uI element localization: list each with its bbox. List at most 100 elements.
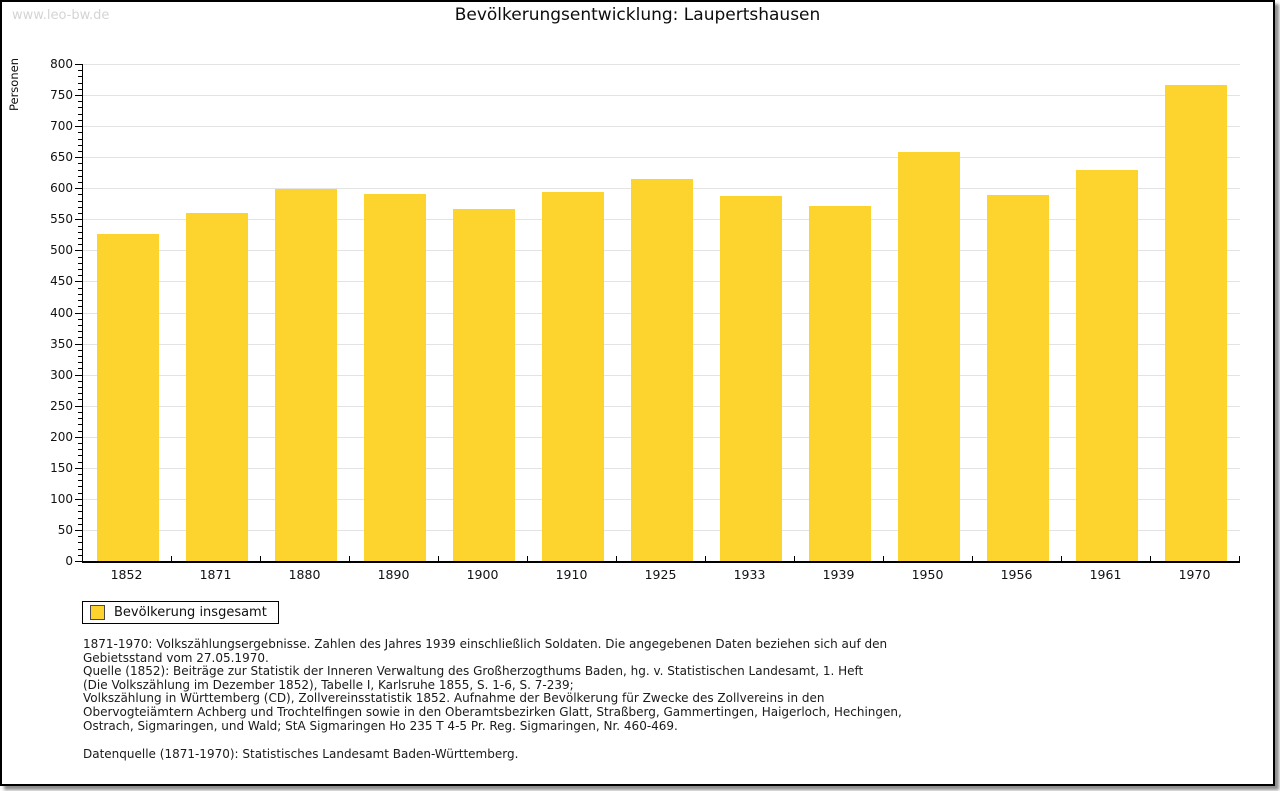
x-axis-tick (1239, 556, 1240, 561)
gridline (83, 157, 1240, 159)
plot-area (82, 64, 1240, 563)
y-axis-major-tick (75, 157, 82, 159)
y-tick-label: 350 (50, 336, 73, 351)
y-tick-label: 400 (50, 305, 73, 320)
footnote-line: Volkszählung in Württemberg (CD), Zollve… (83, 691, 825, 706)
x-axis-tick (527, 556, 528, 561)
y-axis-major-ticks (75, 64, 82, 563)
y-axis-major-tick (75, 250, 82, 252)
y-axis-major-tick (75, 64, 82, 65)
gridline (83, 126, 1240, 128)
y-axis-minor-tick (78, 511, 82, 513)
y-axis-minor-tick (78, 461, 82, 463)
y-tick-label: 100 (50, 491, 73, 506)
datasource-line: Datenquelle (1871-1970): Statistisches L… (83, 747, 519, 761)
y-axis-minor-tick (78, 337, 82, 339)
y-axis-minor-tick (78, 76, 82, 78)
y-axis-minor-tick (78, 542, 82, 544)
y-axis-major-tick (75, 281, 82, 283)
x-tick-label: 1852 (110, 567, 143, 582)
x-axis-tick (794, 556, 795, 561)
x-tick-label: 1900 (466, 567, 499, 582)
y-axis-major-tick (75, 95, 82, 97)
x-tick-label: 1871 (199, 567, 232, 582)
x-tick-label: 1970 (1178, 567, 1211, 582)
y-axis-minor-tick (78, 517, 82, 519)
bar-1961 (1075, 170, 1138, 561)
y-axis-minor-tick (78, 331, 82, 333)
y-axis-minor-tick (78, 256, 82, 258)
x-axis-tick (616, 556, 617, 561)
x-tick-label: 1956 (1000, 567, 1033, 582)
y-axis-minor-tick (78, 231, 82, 233)
y-axis-minor-tick (78, 393, 82, 395)
y-axis-major-tick (75, 343, 82, 345)
x-axis-tick (349, 556, 350, 561)
y-axis-minor-tick (78, 387, 82, 389)
bar-1950 (897, 152, 960, 561)
bar-1939 (808, 206, 871, 561)
y-axis-minor-tick (78, 101, 82, 103)
footnote-line: Quelle (1852): Beiträge zur Statistik de… (83, 664, 864, 679)
y-axis-minor-tick (78, 225, 82, 227)
y-tick-label: 0 (65, 554, 73, 568)
y-axis-minor-tick (78, 237, 82, 239)
y-axis-minor-tick (78, 70, 82, 72)
gridline (83, 64, 1240, 65)
y-tick-label: 700 (50, 119, 73, 134)
y-axis-major-tick (75, 126, 82, 128)
x-axis-tick (1150, 556, 1151, 561)
y-axis-minor-tick (78, 430, 82, 432)
y-tick-label: 300 (50, 367, 73, 382)
y-tick-label: 250 (50, 398, 73, 413)
x-axis-tick (883, 556, 884, 561)
y-axis-major-tick (75, 188, 82, 190)
x-tick-label: 1939 (822, 567, 855, 582)
y-axis-minor-tick (78, 293, 82, 295)
y-axis-major-tick (75, 467, 82, 469)
y-tick-label: 750 (50, 88, 73, 103)
watermark: www.leo-bw.de (12, 8, 110, 23)
y-axis-major-tick (75, 561, 82, 562)
y-axis-minor-tick (78, 163, 82, 165)
y-axis-minor-tick (78, 213, 82, 215)
bar-1956 (986, 195, 1049, 561)
footnote-line: Obervogteiämtern Achberg und Trochtelfin… (83, 704, 902, 719)
y-axis-minor-tick (78, 107, 82, 109)
x-axis-tick (171, 556, 172, 561)
chart-title: Bevölkerungsentwicklung: Laupertshausen (454, 5, 821, 25)
y-axis-minor-tick (78, 411, 82, 413)
x-axis-tick (705, 556, 706, 561)
y-axis-minor-tick (78, 318, 82, 320)
y-axis-minor-tick (78, 523, 82, 525)
gridline (83, 95, 1240, 97)
x-tick-label: 1933 (733, 567, 766, 582)
bar-1933 (719, 196, 782, 561)
y-axis-major-tick (75, 498, 82, 500)
y-axis-minor-tick (78, 144, 82, 146)
x-axis-tick (438, 556, 439, 561)
y-axis-tick-labels: 0 50 100 150 200 250 300 350 400 450 500 550 600 650 7… (2, 57, 73, 568)
y-tick-label: 50 (57, 522, 73, 537)
bar-1925 (630, 179, 693, 561)
y-axis-minor-tick (78, 492, 82, 494)
footnote-line: (Die Volkszählung im Dezember 1852), Tab… (83, 677, 574, 692)
y-axis-minor-tick (78, 300, 82, 302)
y-axis-minor-tick (78, 194, 82, 196)
y-axis-minor-tick (78, 200, 82, 202)
x-tick-label: 1925 (644, 567, 677, 582)
y-axis-minor-tick (78, 548, 82, 550)
bar-1852 (96, 234, 159, 561)
y-axis-major-tick (75, 374, 82, 376)
y-axis-minor-tick (78, 269, 82, 270)
y-axis-major-tick (75, 436, 82, 438)
y-axis-major-tick (75, 529, 82, 531)
y-axis-minor-tick (78, 505, 82, 507)
x-tick-label: 1950 (911, 567, 944, 582)
bar-1890 (363, 194, 426, 561)
footnote-line: Ostrach, Sigmaringen, und Wald; StA Sigm… (83, 718, 678, 733)
y-axis-minor-tick (78, 380, 82, 382)
legend-swatch-icon (90, 605, 105, 620)
y-tick-label: 650 (50, 150, 73, 165)
